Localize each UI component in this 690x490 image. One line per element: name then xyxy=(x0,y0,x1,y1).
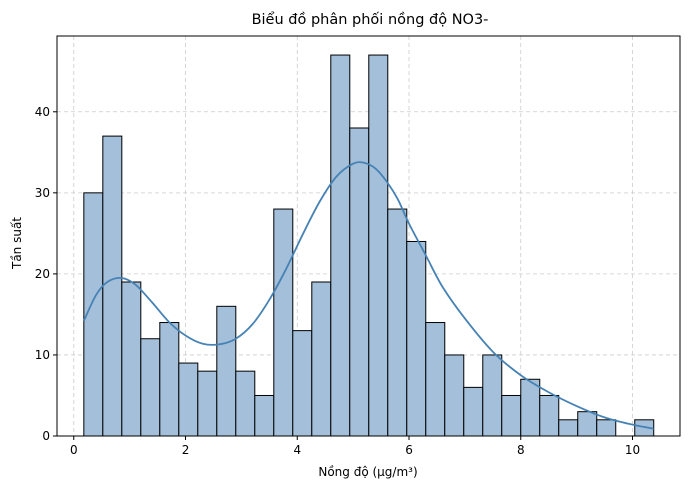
y-tick-label: 30 xyxy=(35,186,50,200)
x-tick-label: 4 xyxy=(293,443,301,457)
histogram-bar xyxy=(577,411,598,437)
histogram-bar xyxy=(387,208,408,437)
histogram-bar xyxy=(235,370,256,437)
y-axis-label: Tần suất xyxy=(10,217,24,270)
histogram-bar xyxy=(558,419,579,437)
histogram-bar xyxy=(159,322,180,437)
histogram-bar xyxy=(102,135,123,437)
histogram-bar xyxy=(520,378,541,437)
x-axis-ticks: 0 2 4 6 8 10 xyxy=(70,436,640,457)
x-tick-label: 6 xyxy=(405,443,413,457)
histogram-bar xyxy=(330,54,351,437)
histogram-bar xyxy=(311,281,332,437)
y-tick-label: 10 xyxy=(35,348,50,362)
histogram-bar xyxy=(178,362,199,437)
histogram-bar xyxy=(406,240,427,437)
x-tick-label: 10 xyxy=(625,443,640,457)
kde-curve xyxy=(83,161,654,430)
y-tick-label: 0 xyxy=(42,429,50,443)
histogram-bar xyxy=(216,305,237,437)
plot-frame xyxy=(56,35,681,437)
histogram-bar xyxy=(539,394,560,437)
histogram-bar xyxy=(368,54,389,437)
y-axis-ticks: 0 10 20 30 40 xyxy=(35,105,57,443)
x-tick-label: 2 xyxy=(182,443,190,457)
histogram-bar xyxy=(140,338,161,437)
y-tick-label: 20 xyxy=(35,267,50,281)
histogram-bar xyxy=(596,419,617,437)
histogram-bar xyxy=(482,354,503,437)
histogram-bar xyxy=(463,386,484,437)
histogram-bar xyxy=(349,127,370,437)
histogram-bar xyxy=(254,394,275,437)
x-axis-label: Nồng độ (µg/m³) xyxy=(318,465,417,479)
histogram-bar xyxy=(501,394,522,437)
x-tick-label: 0 xyxy=(70,443,78,457)
histogram-bar xyxy=(121,281,142,437)
histogram-bar xyxy=(197,370,218,437)
y-tick-label: 40 xyxy=(35,105,50,119)
histogram-bar xyxy=(292,330,313,437)
histogram-bars xyxy=(83,54,655,437)
histogram-bar xyxy=(425,322,446,437)
chart-title: Biểu đồ phân phối nồng độ NO3- xyxy=(252,11,489,28)
histogram-bar xyxy=(444,354,465,437)
x-tick-label: 8 xyxy=(517,443,525,457)
histogram-bar xyxy=(273,208,294,437)
